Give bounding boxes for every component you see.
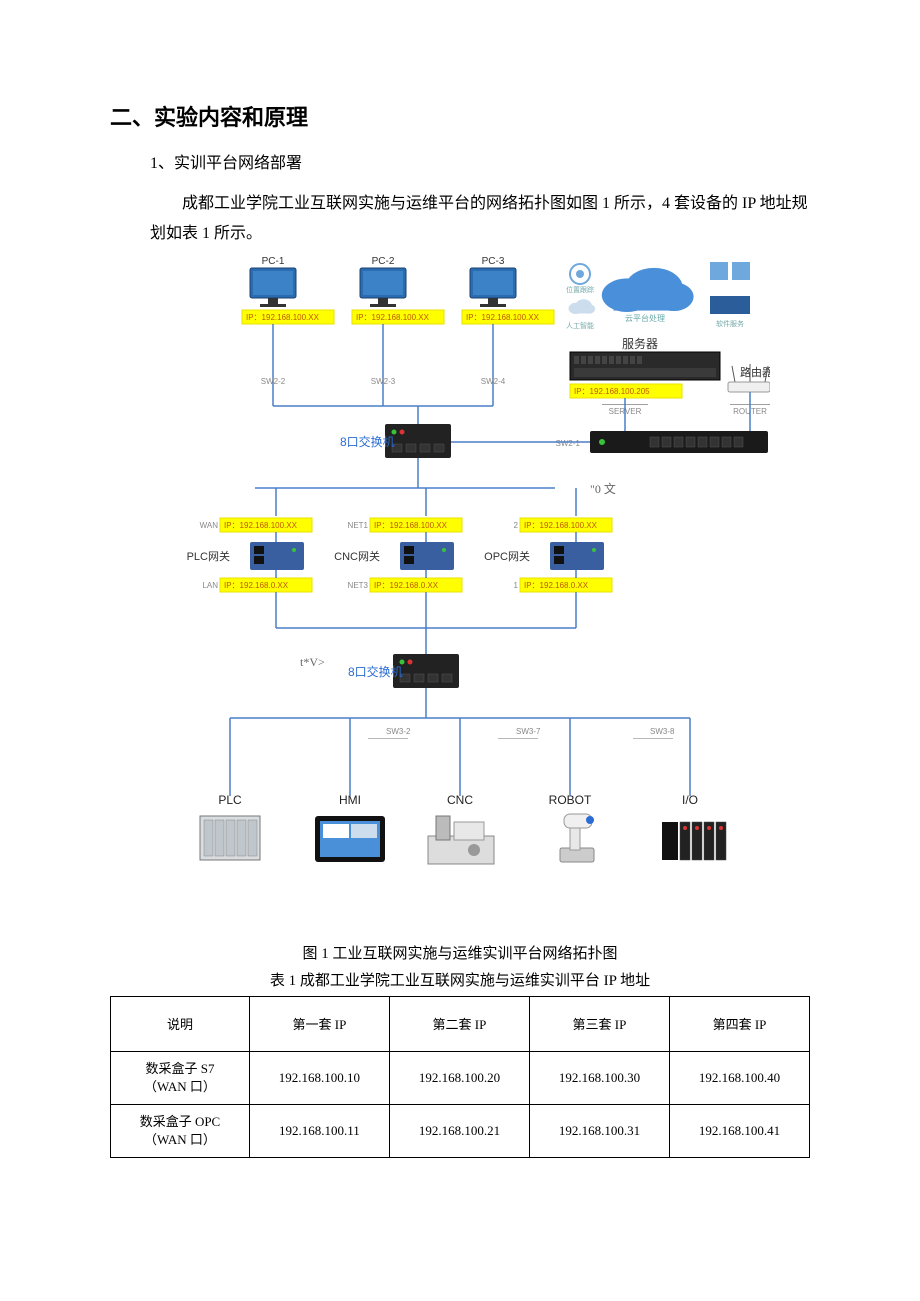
ip-cell: 192.168.100.11: [249, 1104, 389, 1157]
ip-cell: 192.168.100.10: [249, 1051, 389, 1104]
svg-text:OPC网关: OPC网关: [484, 549, 530, 563]
th-desc: 说明: [111, 996, 250, 1051]
ip-table: 说明 第一套 IP 第二套 IP 第三套 IP 第四套 IP 数采盒子 S7（W…: [110, 996, 810, 1159]
ip-cell: 192.168.100.20: [389, 1051, 529, 1104]
section-heading: 二、实验内容和原理: [110, 100, 810, 132]
svg-text:IP：192.168.100.XX: IP：192.168.100.XX: [466, 313, 540, 322]
svg-text:IP：192.168.0.XX: IP：192.168.0.XX: [524, 581, 589, 590]
svg-text:NET3: NET3: [348, 581, 369, 590]
svg-text:IP：192.168.100.XX: IP：192.168.100.XX: [356, 313, 430, 322]
subsection-heading: 1、实训平台网络部署: [150, 150, 810, 179]
ip-cell: 192.168.100.30: [529, 1051, 669, 1104]
figure-1-diagram: PC-1 IP：192.168.100.XX SW2-2 PC-2 IP：192.168…: [110, 256, 810, 936]
svg-text:服务器: 服务器: [622, 336, 658, 351]
svg-text:IP：192.168.100.XX: IP：192.168.100.XX: [246, 313, 320, 322]
svg-text:SW2-1: SW2-1: [556, 439, 581, 448]
ip-cell: 192.168.100.31: [529, 1104, 669, 1157]
svg-text:WAN: WAN: [200, 521, 219, 530]
svg-text:PC-1: PC-1: [262, 256, 285, 267]
svg-text:LAN: LAN: [202, 581, 218, 590]
svg-text:软件服务: 软件服务: [716, 319, 744, 328]
svg-text:8口交换机: 8口交换机: [348, 664, 403, 679]
svg-text:SW2-3: SW2-3: [371, 377, 396, 386]
stray-ocr-text-1: "0 文: [590, 480, 616, 497]
svg-text:PLC网关: PLC网关: [187, 549, 230, 563]
svg-text:2: 2: [514, 521, 519, 530]
th-set1: 第一套 IP: [249, 996, 389, 1051]
svg-text:SW3-7: SW3-7: [516, 727, 541, 736]
figure-1-caption: 图 1 工业互联网实施与运维实训平台网络拓扑图: [110, 942, 810, 963]
paragraph-1: 成都工业学院工业互联网实施与运维平台的网络拓扑图如图 1 所示，4 套设备的 I…: [150, 189, 810, 250]
svg-text:SW3-8: SW3-8: [650, 727, 675, 736]
svg-text:PC-3: PC-3: [482, 256, 505, 267]
svg-text:CNC网关: CNC网关: [334, 549, 380, 563]
svg-text:云平台处理: 云平台处理: [625, 313, 665, 323]
svg-text:位置跟踪: 位置跟踪: [566, 285, 594, 294]
table-row: 数采盒子 OPC（WAN 口）192.168.100.11192.168.100…: [111, 1104, 810, 1157]
ip-cell: 192.168.100.21: [389, 1104, 529, 1157]
ip-cell: 192.168.100.40: [669, 1051, 809, 1104]
stray-ocr-text-2: t*V>: [300, 655, 325, 670]
svg-text:8口交换机: 8口交换机: [340, 434, 395, 449]
table-header-row: 说明 第一套 IP 第二套 IP 第三套 IP 第四套 IP: [111, 996, 810, 1051]
svg-text:IP：192.168.100.205: IP：192.168.100.205: [574, 387, 650, 396]
ip-cell: 192.168.100.41: [669, 1104, 809, 1157]
svg-text:IP：192.168.100.XX: IP：192.168.100.XX: [374, 521, 448, 530]
th-set4: 第四套 IP: [669, 996, 809, 1051]
table-row: 数采盒子 S7（WAN 口）192.168.100.10192.168.100.…: [111, 1051, 810, 1104]
svg-text:NET1: NET1: [348, 521, 369, 530]
svg-text:SW2-4: SW2-4: [481, 377, 506, 386]
svg-text:人工智能: 人工智能: [566, 321, 594, 330]
svg-text:1: 1: [514, 581, 519, 590]
svg-text:IP：192.168.0.XX: IP：192.168.0.XX: [224, 581, 289, 590]
table-1-caption: 表 1 成都工业学院工业互联网实施与运维实训平台 IP 地址: [110, 969, 810, 990]
row-label: 数采盒子 OPC（WAN 口）: [111, 1104, 250, 1157]
svg-text:IP：192.168.0.XX: IP：192.168.0.XX: [374, 581, 439, 590]
svg-text:SW3-2: SW3-2: [386, 727, 411, 736]
row-label: 数采盒子 S7（WAN 口）: [111, 1051, 250, 1104]
th-set2: 第二套 IP: [389, 996, 529, 1051]
th-set3: 第三套 IP: [529, 996, 669, 1051]
svg-text:SW2-2: SW2-2: [261, 377, 286, 386]
svg-text:PC-2: PC-2: [372, 256, 395, 267]
svg-text:IP：192.168.100.XX: IP：192.168.100.XX: [524, 521, 598, 530]
svg-text:IP：192.168.100.XX: IP：192.168.100.XX: [224, 521, 298, 530]
